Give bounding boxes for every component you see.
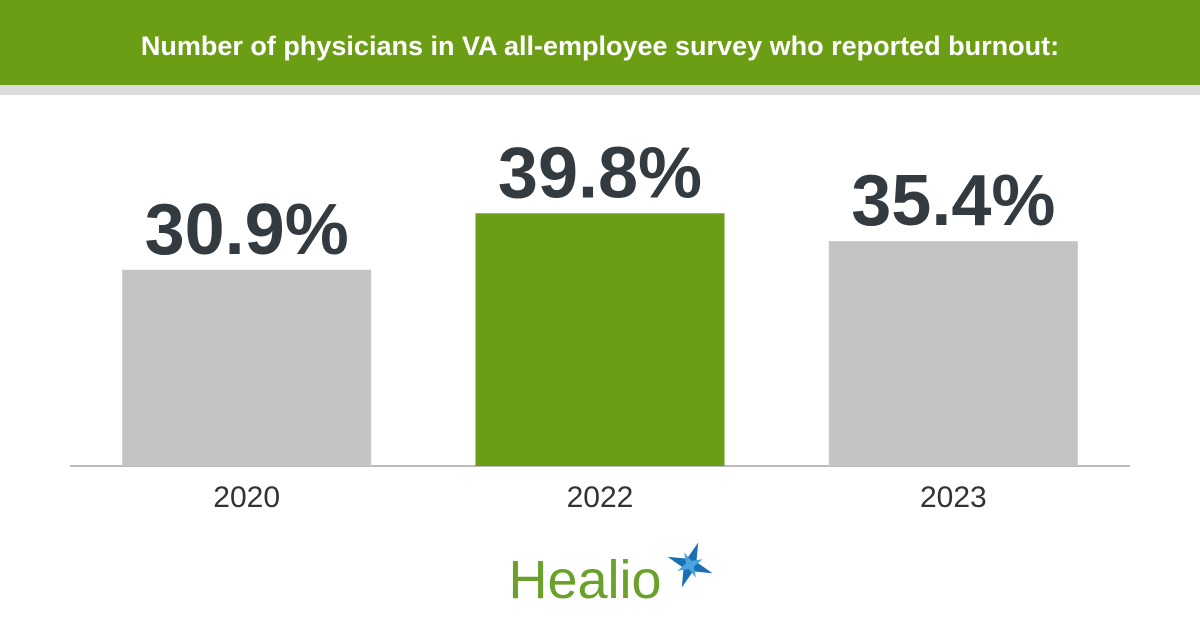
value-label: 39.8% — [498, 133, 702, 213]
x-tick-label: 2022 — [567, 481, 634, 514]
x-tick-label: 2020 — [213, 481, 280, 514]
banner-strip — [0, 85, 1200, 95]
x-tick-label: 2023 — [920, 481, 987, 514]
value-label: 35.4% — [851, 161, 1055, 241]
logo: Healio — [508, 550, 661, 610]
bar — [475, 213, 725, 466]
value-label: 30.9% — [145, 190, 349, 270]
logo-star — [667, 542, 713, 588]
chart-title: Number of physicians in VA all-employee … — [141, 31, 1059, 61]
title-banner — [0, 0, 1200, 85]
bar — [122, 269, 372, 466]
bar — [828, 241, 1078, 466]
